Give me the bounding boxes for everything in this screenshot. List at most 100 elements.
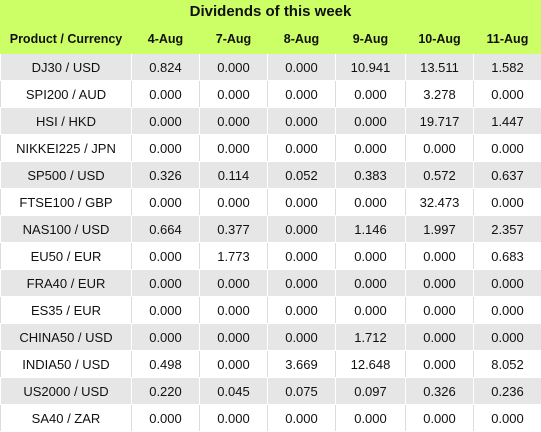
dividend-value-cell: 0.236 xyxy=(474,378,541,405)
dividend-value-cell: 0.000 xyxy=(336,270,406,297)
dividend-value-cell: 0.683 xyxy=(474,243,541,270)
column-header-product: Product / Currency xyxy=(1,25,132,54)
dividend-value-cell: 0.097 xyxy=(336,378,406,405)
dividend-value-cell: 1.712 xyxy=(336,324,406,351)
dividend-value-cell: 0.000 xyxy=(336,108,406,135)
dividend-value-cell: 0.000 xyxy=(474,189,541,216)
dividend-value-cell: 0.498 xyxy=(132,351,200,378)
product-cell: INDIA50 / USD xyxy=(1,351,132,378)
dividend-value-cell: 0.000 xyxy=(132,405,200,432)
dividend-value-cell: 0.000 xyxy=(474,324,541,351)
product-cell: NIKKEI225 / JPN xyxy=(1,135,132,162)
dividend-value-cell: 0.000 xyxy=(336,81,406,108)
product-cell: DJ30 / USD xyxy=(1,54,132,81)
dividend-value-cell: 0.000 xyxy=(474,270,541,297)
column-header-8-aug: 8-Aug xyxy=(268,25,336,54)
dividend-value-cell: 0.000 xyxy=(268,108,336,135)
dividend-value-cell: 0.000 xyxy=(268,54,336,81)
dividend-value-cell: 1.447 xyxy=(474,108,541,135)
dividend-value-cell: 0.000 xyxy=(336,135,406,162)
dividend-value-cell: 8.052 xyxy=(474,351,541,378)
dividend-value-cell: 0.000 xyxy=(336,405,406,432)
dividend-value-cell: 19.717 xyxy=(406,108,474,135)
dividend-value-cell: 0.383 xyxy=(336,162,406,189)
dividend-value-cell: 1.997 xyxy=(406,216,474,243)
product-cell: ES35 / EUR xyxy=(1,297,132,324)
dividend-value-cell: 0.000 xyxy=(132,81,200,108)
dividend-value-cell: 0.377 xyxy=(200,216,268,243)
dividend-value-cell: 0.075 xyxy=(268,378,336,405)
dividend-value-cell: 0.000 xyxy=(200,324,268,351)
column-header-10-aug: 10-Aug xyxy=(406,25,474,54)
dividend-value-cell: 0.000 xyxy=(268,189,336,216)
dividend-value-cell: 0.000 xyxy=(132,297,200,324)
dividend-value-cell: 0.000 xyxy=(406,405,474,432)
product-cell: EU50 / EUR xyxy=(1,243,132,270)
dividend-value-cell: 0.000 xyxy=(200,54,268,81)
dividend-value-cell: 0.000 xyxy=(406,243,474,270)
dividend-value-cell: 13.511 xyxy=(406,54,474,81)
table-title: Dividends of this week xyxy=(0,0,541,24)
dividend-value-cell: 0.824 xyxy=(132,54,200,81)
dividend-value-cell: 0.045 xyxy=(200,378,268,405)
dividend-value-cell: 0.000 xyxy=(268,270,336,297)
product-cell: SA40 / ZAR xyxy=(1,405,132,432)
dividend-value-cell: 0.000 xyxy=(268,243,336,270)
dividend-value-cell: 3.278 xyxy=(406,81,474,108)
dividend-value-cell: 0.000 xyxy=(406,270,474,297)
dividend-value-cell: 0.000 xyxy=(406,324,474,351)
dividend-value-cell: 0.000 xyxy=(474,297,541,324)
dividend-value-cell: 0.000 xyxy=(474,405,541,432)
product-cell: US2000 / USD xyxy=(1,378,132,405)
dividend-value-cell: 0.000 xyxy=(200,189,268,216)
dividend-value-cell: 0.000 xyxy=(132,324,200,351)
header-row: Product / Currency 4-Aug 7-Aug 8-Aug 9-A… xyxy=(1,25,541,54)
dividend-value-cell: 0.000 xyxy=(268,81,336,108)
dividend-value-cell: 0.000 xyxy=(406,297,474,324)
dividend-value-cell: 0.000 xyxy=(268,297,336,324)
dividend-value-cell: 0.000 xyxy=(200,81,268,108)
dividends-table: Product / Currency 4-Aug 7-Aug 8-Aug 9-A… xyxy=(0,24,541,432)
dividend-value-cell: 0.000 xyxy=(336,189,406,216)
dividend-value-cell: 0.000 xyxy=(200,405,268,432)
dividend-value-cell: 0.000 xyxy=(268,405,336,432)
product-cell: SP500 / USD xyxy=(1,162,132,189)
column-header-11-aug: 11-Aug xyxy=(474,25,541,54)
product-cell: CHINA50 / USD xyxy=(1,324,132,351)
dividend-value-cell: 0.000 xyxy=(132,270,200,297)
dividend-value-cell: 0.326 xyxy=(406,378,474,405)
dividend-value-cell: 3.669 xyxy=(268,351,336,378)
dividends-panel: Dividends of this week Product / Currenc… xyxy=(0,0,541,416)
dividend-value-cell: 0.000 xyxy=(200,135,268,162)
dividend-value-cell: 0.000 xyxy=(406,135,474,162)
dividend-value-cell: 0.000 xyxy=(336,297,406,324)
dividend-value-cell: 1.773 xyxy=(200,243,268,270)
dividend-value-cell: 0.000 xyxy=(132,189,200,216)
dividend-value-cell: 0.572 xyxy=(406,162,474,189)
dividend-value-cell: 0.000 xyxy=(268,216,336,243)
dividend-value-cell: 0.220 xyxy=(132,378,200,405)
dividend-value-cell: 0.000 xyxy=(200,351,268,378)
dividend-value-cell: 32.473 xyxy=(406,189,474,216)
dividend-value-cell: 0.637 xyxy=(474,162,541,189)
dividend-value-cell: 0.000 xyxy=(200,108,268,135)
dividend-value-cell: 0.000 xyxy=(336,243,406,270)
dividend-value-cell: 0.664 xyxy=(132,216,200,243)
product-cell: FRA40 / EUR xyxy=(1,270,132,297)
column-header-9-aug: 9-Aug xyxy=(336,25,406,54)
column-header-7-aug: 7-Aug xyxy=(200,25,268,54)
dividend-value-cell: 2.357 xyxy=(474,216,541,243)
dividend-value-cell: 12.648 xyxy=(336,351,406,378)
dividend-value-cell: 0.000 xyxy=(132,108,200,135)
dividend-value-cell: 1.582 xyxy=(474,54,541,81)
